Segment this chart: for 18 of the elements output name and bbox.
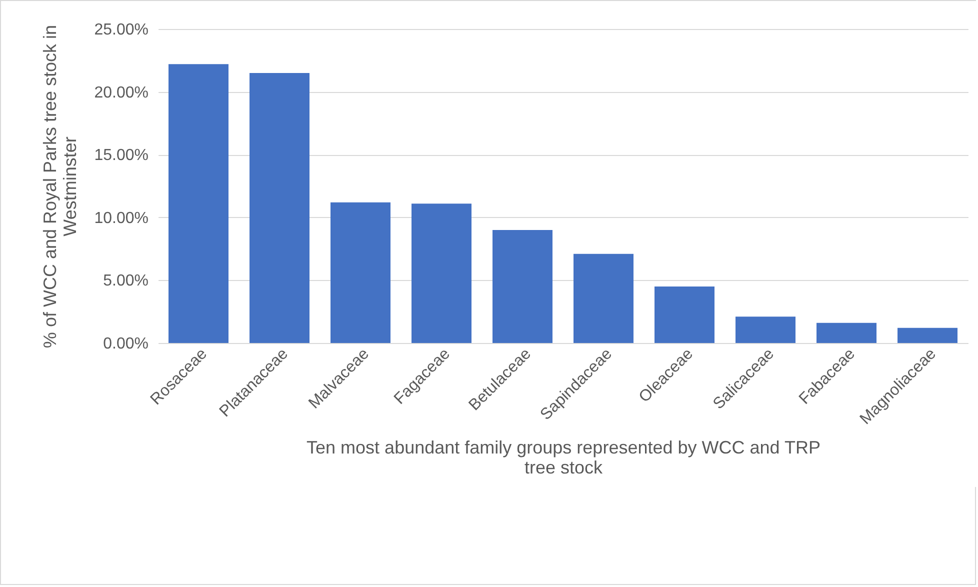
bar [492, 230, 552, 343]
bar [816, 322, 876, 343]
bar [412, 204, 472, 343]
y-tick-label: 10.00% [94, 210, 148, 227]
bar [330, 202, 390, 343]
bar [898, 328, 958, 343]
y-tick-label: 0.00% [103, 336, 148, 352]
bar [654, 286, 714, 343]
y-tick-label: 5.00% [103, 272, 148, 290]
y-tick-label: 20.00% [94, 84, 148, 102]
y-axis-title: % of WCC and Royal Parks tree stock in Westminster [40, 24, 80, 348]
bar [250, 72, 310, 343]
bar [736, 316, 796, 343]
bar [168, 64, 228, 343]
y-tick-label: 15.00% [94, 147, 148, 164]
x-axis-title: Ten most abundant family groups represented by WCC and TRP tree stock [306, 437, 820, 478]
bar [574, 254, 634, 343]
y-tick-label: 25.00% [94, 22, 148, 38]
